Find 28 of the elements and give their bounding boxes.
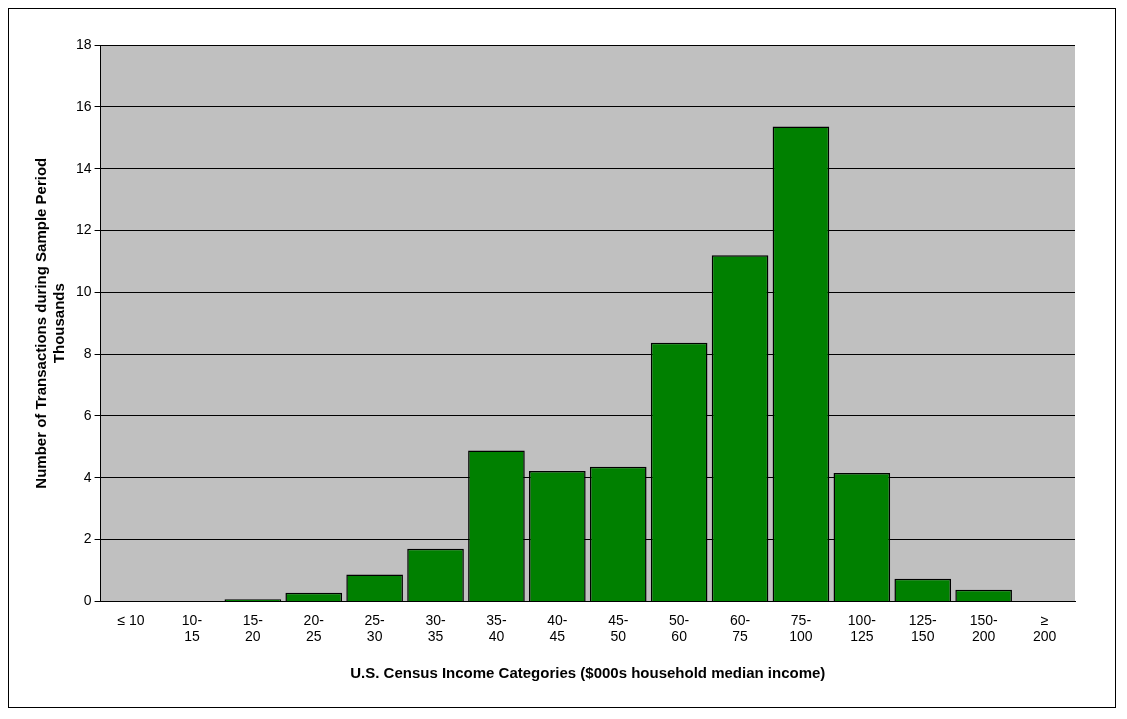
y-tick-label: 14 [75, 159, 92, 176]
x-tick-label: 50- 60 [669, 611, 690, 645]
x-tick-label: 35- 40 [486, 611, 507, 645]
x-tick-label: 125- 150 [908, 611, 938, 645]
x-tick-label: 60- 75 [729, 611, 751, 645]
y-tick-label: 8 [83, 344, 92, 361]
x-tick-label: 20- 25 [303, 611, 325, 645]
x-tick-label: 150- 200 [969, 611, 998, 645]
y-tick-label: 18 [75, 35, 92, 52]
y-tick-label: 2 [83, 530, 92, 547]
y-tick-label: 6 [83, 406, 92, 423]
x-tick-label: 25- 30 [364, 611, 386, 645]
x-tick-label: 30- 35 [425, 611, 446, 645]
y-tick-label: 0 [83, 592, 92, 609]
x-tick-label: 40- 45 [547, 611, 568, 645]
y-tick-label: 4 [83, 468, 92, 485]
x-tick-label: 15- 20 [242, 611, 264, 645]
x-tick-label: 45- 50 [608, 611, 629, 645]
y-axis-title: Number of Transactions during Sample Period Thousands [32, 157, 68, 489]
x-axis-title: U.S. Census Income Categories ($000s household median income) [350, 664, 826, 682]
y-tick-label: 10 [75, 283, 92, 300]
y-tick-label: 16 [75, 97, 92, 114]
x-tick-label: 75- 100 [789, 611, 813, 645]
x-tick-label: 100- 125 [847, 611, 877, 645]
x-tick-label: ≤ 10 [117, 611, 145, 628]
x-tick-label: 10- 15 [181, 611, 203, 645]
y-tick-label: 12 [75, 221, 92, 238]
x-tick-label: ≥ 200 [1032, 611, 1057, 645]
